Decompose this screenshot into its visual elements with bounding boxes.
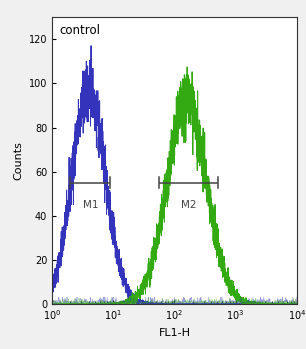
- Text: M1: M1: [83, 200, 98, 210]
- Text: control: control: [59, 24, 100, 37]
- X-axis label: FL1-H: FL1-H: [159, 328, 190, 338]
- Y-axis label: Counts: Counts: [13, 141, 23, 180]
- Text: M2: M2: [181, 200, 196, 210]
